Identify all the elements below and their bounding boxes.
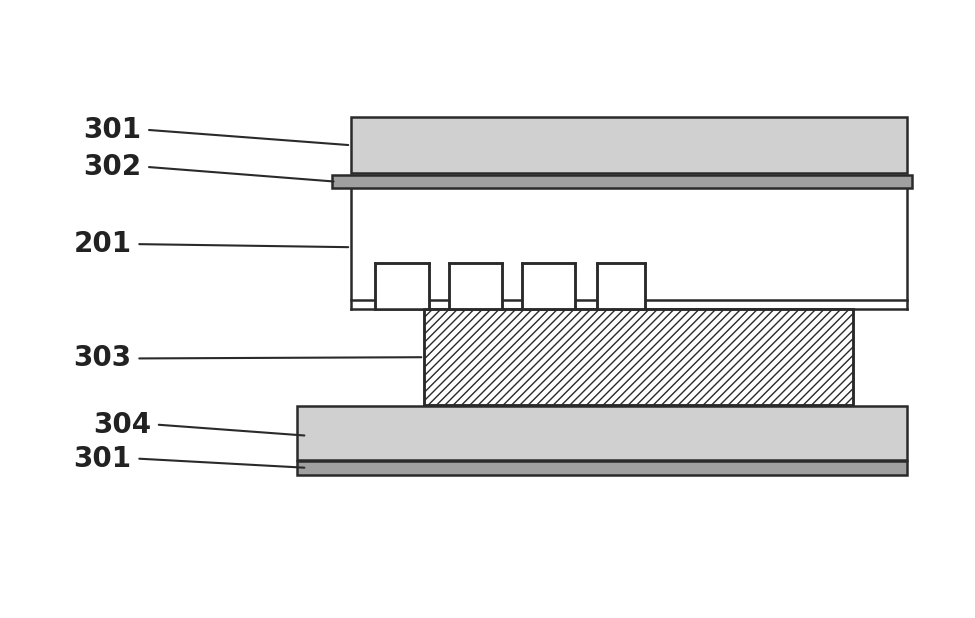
Bar (297, 406, 907, 460)
Bar (597, 263, 645, 309)
Bar (522, 263, 575, 309)
Bar (297, 461, 907, 475)
Text: 301: 301 (74, 444, 132, 473)
Bar (332, 175, 912, 188)
Bar (351, 300, 907, 309)
Bar (424, 309, 853, 405)
Text: 301: 301 (84, 116, 141, 144)
Text: 302: 302 (83, 153, 141, 181)
Text: 303: 303 (73, 344, 132, 373)
Bar (375, 263, 429, 309)
Text: 304: 304 (93, 410, 151, 439)
Bar (448, 263, 502, 309)
Text: 201: 201 (74, 230, 132, 258)
Bar (351, 117, 907, 173)
Bar (424, 309, 853, 405)
